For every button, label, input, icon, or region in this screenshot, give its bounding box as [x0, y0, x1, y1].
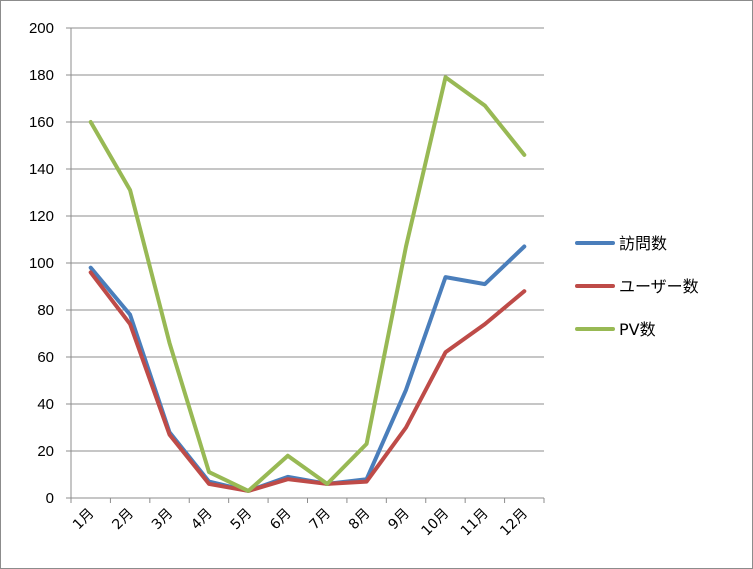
data-point: [128, 322, 132, 326]
x-tick-label: 8月: [346, 506, 374, 534]
data-point: [522, 289, 526, 293]
data-point: [443, 350, 447, 354]
data-point: [89, 270, 93, 274]
y-tick-label: 100: [29, 255, 54, 272]
data-point: [325, 482, 329, 486]
data-point: [246, 489, 250, 493]
y-axis-tick-labels: 0 20 40 60 80 100 120 140 160 180 200: [29, 20, 54, 507]
x-tick-label: 2月: [109, 506, 137, 534]
x-tick-label: 10月: [418, 506, 452, 540]
x-tick-label: 4月: [188, 506, 216, 534]
data-point: [128, 313, 132, 317]
y-tick-label: 60: [37, 349, 54, 366]
data-point: [522, 245, 526, 249]
y-tick-label: 140: [29, 161, 54, 178]
y-tick-label: 0: [46, 490, 54, 507]
y-tick-label: 160: [29, 114, 54, 131]
y-tick-label: 20: [37, 443, 54, 460]
x-tick-label: 7月: [307, 506, 335, 534]
y-tick-label: 120: [29, 208, 54, 225]
data-point: [89, 266, 93, 270]
axes: [66, 27, 545, 503]
data-point: [365, 480, 369, 484]
series-line-2: [88, 75, 527, 493]
data-point: [483, 282, 487, 286]
x-tick-label: 11月: [458, 506, 492, 540]
y-tick-label: 180: [29, 67, 54, 84]
x-tick-label: 12月: [497, 506, 531, 540]
data-point: [207, 482, 211, 486]
y-tick-label: 80: [37, 302, 54, 319]
data-point: [483, 104, 487, 108]
data-point: [404, 426, 408, 429]
series-lines: [88, 75, 527, 493]
legend-label-0: 訪問数: [619, 234, 667, 253]
x-axis-tick-labels: 1月 2月 3月 4月 5月 6月 7月 8月 9月 10月 11月 12月: [70, 506, 531, 540]
legend-label-2: PV数: [619, 320, 656, 339]
x-tick-label: 1月: [70, 506, 98, 534]
data-point: [443, 75, 447, 79]
legend-label-1: ユーザー数: [619, 277, 699, 296]
x-tick-label: 6月: [267, 506, 295, 534]
y-tick-label: 40: [37, 396, 54, 413]
series-line-1: [88, 270, 527, 493]
data-point: [207, 470, 211, 474]
data-point: [128, 188, 132, 192]
data-point: [168, 433, 172, 437]
data-point: [286, 477, 290, 481]
data-point: [404, 388, 408, 392]
x-tick-label: 3月: [149, 506, 177, 534]
gridlines: [71, 27, 544, 452]
data-point: [483, 322, 487, 326]
x-tick-label: 5月: [228, 506, 256, 534]
data-point: [168, 341, 172, 345]
data-point: [522, 153, 526, 157]
data-point: [443, 275, 447, 279]
data-point: [404, 245, 408, 249]
x-tick-label: 9月: [385, 506, 413, 534]
data-point: [89, 120, 93, 124]
data-point: [286, 454, 290, 458]
data-point: [365, 442, 369, 446]
y-tick-label: 200: [29, 20, 54, 37]
